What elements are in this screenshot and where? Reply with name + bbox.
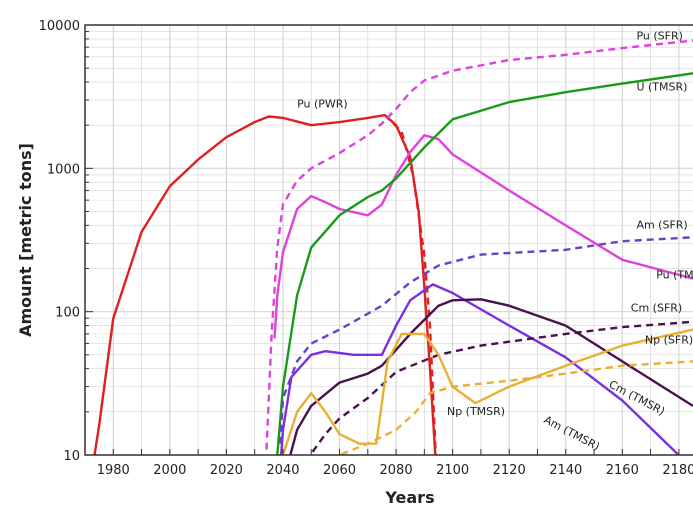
- y-tick-label: 100: [55, 306, 80, 321]
- plot-background: [85, 25, 693, 455]
- x-tick-label: 2040: [266, 463, 299, 478]
- series-line-pu-sfr-dashed: [265, 39, 693, 455]
- series-group: [93, 39, 693, 455]
- x-tick-label: 2060: [323, 463, 356, 478]
- x-tick-label: 2120: [493, 463, 526, 478]
- series-label-pu-pwr: Pu (PWR): [297, 98, 348, 111]
- series-line-unnamed-dashed: [383, 114, 437, 455]
- series-line-am-tmsr: [279, 283, 681, 455]
- series-label-am-sfr: Am (SFR): [636, 219, 687, 232]
- series-line-np-sfr-dashed: [337, 360, 693, 455]
- series-line-pu-tmsr: [273, 134, 693, 339]
- x-tick-label: 2180: [662, 463, 693, 478]
- y-tick-label: 10: [63, 449, 80, 464]
- x-axis-label: Years: [384, 488, 434, 507]
- x-tick-label: 2100: [436, 463, 469, 478]
- y-axis-label: Amount [metric tons]: [16, 143, 35, 337]
- series-line-u-tmsr: [276, 72, 693, 455]
- x-tick-label: 2000: [153, 463, 186, 478]
- x-tick-label: 2140: [549, 463, 582, 478]
- y-tick-label: 10000: [39, 19, 80, 34]
- series-line-am-sfr-dashed: [278, 236, 693, 444]
- series-label-cm-sfr: Cm (SFR): [631, 302, 682, 315]
- ticks: 1980 2000 2020 2040 2060 2080 2100 2120 2140 2160…: [39, 19, 693, 478]
- plot-frame: [84, 24, 693, 456]
- series-label-np-sfr: Np (SFR): [645, 333, 693, 346]
- x-tick-label: 2020: [210, 463, 243, 478]
- y-tick-label: 1000: [47, 162, 80, 177]
- series-line-cm-tmsr: [289, 298, 693, 455]
- series-label-pu-tmsr: Pu (TMSR): [656, 269, 693, 282]
- x-tick-label: 2160: [606, 463, 639, 478]
- x-tick-label: 2080: [380, 463, 413, 478]
- x-tick-label: 1980: [97, 463, 130, 478]
- series-label-u-tmsr: U (TMSR): [636, 80, 687, 93]
- series-line-np-tmsr: [281, 328, 693, 455]
- series-label-pu-sfr: Pu (SFR): [636, 30, 682, 43]
- series-label-np-tmsr: Np (TMSR): [447, 405, 505, 418]
